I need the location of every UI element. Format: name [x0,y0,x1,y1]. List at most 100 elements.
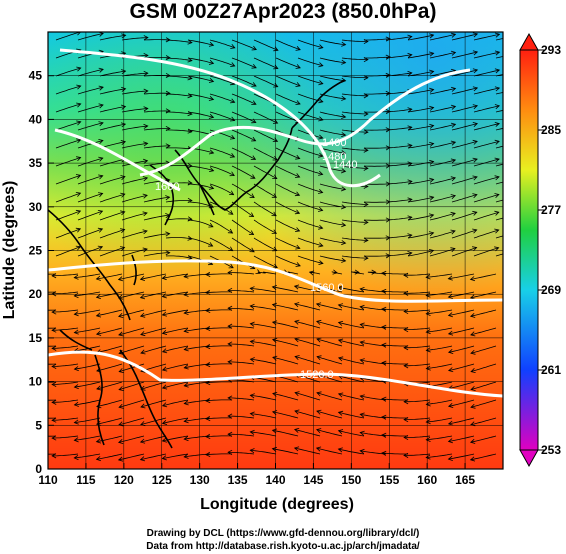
streamline-arrow [183,346,189,352]
streamline-arrow [447,330,454,336]
streamline-arrow [318,260,324,265]
streamline-arrow [381,288,387,294]
streamline [404,309,431,312]
grid-lines [48,32,503,469]
streamline [495,38,503,41]
streamline [407,143,434,149]
streamline [275,165,300,178]
streamline-arrow [273,82,279,88]
x-tick-label: 115 [76,473,96,487]
streamline-arrow [403,417,409,423]
streamline-arrow [187,39,193,45]
streamline [209,147,235,158]
streamline-arrow [143,35,149,41]
streamline-arrow [381,342,387,348]
streamline-arrow [227,269,233,276]
streamline [360,450,387,455]
streamline [121,90,148,95]
streamline-arrow [472,68,479,74]
streamline-arrow [337,429,344,435]
streamline-arrow [341,113,347,119]
streamline [319,75,346,82]
streamline [121,37,148,41]
streamline-arrow [407,107,413,113]
streamline-arrow [294,191,301,197]
streamline [319,201,346,208]
streamline-arrow [429,51,435,57]
streamline-arrow [227,228,234,234]
streamline [143,179,170,185]
streamline [250,358,277,365]
streamline-arrow [139,294,146,300]
streamline-arrow [249,393,255,399]
streamline-arrow [359,287,365,293]
streamline-arrow [470,349,476,355]
streamline-arrow [429,87,435,93]
streamline-arrow [517,34,521,38]
streamline [407,107,434,113]
streamline [184,399,211,404]
streamline [275,75,301,87]
streamline [74,435,101,441]
streamline-arrow [294,391,300,397]
streamline [367,271,387,275]
streamline [143,145,170,149]
streamline [77,33,104,41]
streamline [231,165,256,179]
streamline [166,129,192,133]
streamline-arrow [227,413,233,419]
streamline-arrow [95,438,102,444]
streamline [429,230,456,239]
streamline-arrow [76,120,82,126]
streamline [341,219,368,223]
streamline-arrow [30,326,34,330]
streamline [184,291,211,296]
streamline [162,381,189,389]
streamline [99,88,126,95]
streamline-arrow [295,262,301,267]
streamline-arrow [407,34,413,40]
streamline [165,218,192,221]
streamline [253,129,278,142]
streamline [385,108,412,113]
streamline-arrow [205,379,211,386]
streamline [253,111,278,124]
streamline [319,111,346,118]
streamline [319,147,346,154]
streamline [143,57,171,59]
streamline [231,111,256,123]
streamline-arrow [121,69,127,75]
streamline [121,108,148,113]
streamline-arrow [51,363,57,369]
streamline-arrow [494,122,501,127]
streamline-arrow [229,190,235,196]
streamline-arrow [403,308,409,315]
streamline-arrow [95,330,102,336]
streamline-arrow [447,455,453,461]
streamline-arrow [118,331,124,337]
streamline [297,57,323,67]
streamline [404,345,431,349]
colorbar-tick-label: 253 [541,443,561,457]
streamline-arrow [97,245,104,251]
streamline-arrow [447,367,454,373]
streamline [209,165,235,176]
streamline [96,327,123,335]
streamline-arrow [407,161,413,167]
streamline [294,447,321,455]
streamline-arrow [407,215,413,221]
streamline-arrow [272,174,278,179]
streamline-arrow [227,323,233,329]
streamline [316,429,343,437]
streamline [275,183,300,196]
streamline [275,237,300,249]
streamline [451,105,478,113]
x-tick-label: 155 [379,473,399,487]
y-tick-label: 25 [29,244,43,258]
streamline [77,157,103,167]
streamline [118,417,145,426]
streamline-arrow [385,72,391,78]
streamline [341,75,368,79]
streamline [407,250,434,257]
streamline-arrow [450,229,456,235]
